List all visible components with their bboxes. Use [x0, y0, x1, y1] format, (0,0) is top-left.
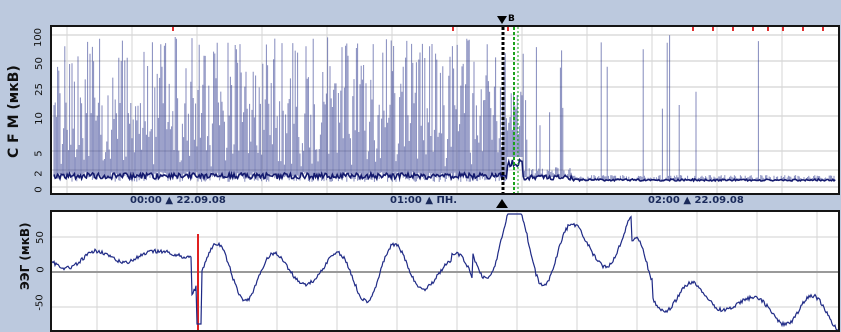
top-tick: 10 [33, 112, 45, 125]
cfm-trend-panel[interactable] [50, 25, 840, 195]
cfm-trace [53, 35, 836, 182]
top-tick: 5 [33, 150, 45, 157]
top-tick: 2 [33, 170, 45, 177]
cursor-position-icon[interactable] [496, 199, 508, 208]
eeg-trace [52, 213, 838, 330]
time-axis: 00:00 ▲ 22.09.08 01:00 ▲ ПН. 02:00 ▲ 22.… [50, 194, 840, 210]
top-tick: 0 [33, 186, 45, 193]
eeg-raw-panel[interactable] [50, 210, 840, 332]
eeg-raw-plot [52, 212, 838, 330]
bottom-tick: 0 [35, 266, 47, 273]
bottom-axis-label: ЭЭГ (мкВ) [18, 222, 32, 290]
time-label: 01:00 ▲ ПН. [390, 195, 458, 206]
time-label: 02:00 ▲ 22.09.08 [648, 195, 744, 206]
cfm-trend-plot [52, 27, 838, 193]
top-tick: 50 [33, 57, 45, 70]
time-label: 00:00 ▲ 22.09.08 [130, 195, 226, 206]
bottom-tick: -50 [34, 294, 46, 311]
top-tick: 100 [33, 27, 45, 48]
cursor-handle-icon[interactable] [497, 16, 507, 24]
cfm-baseline [53, 157, 836, 183]
bottom-tick: 50 [34, 231, 46, 244]
top-tick: 25 [33, 83, 45, 96]
cursor-label: B [508, 14, 515, 24]
top-axis-label: C F M (мкВ) [6, 65, 22, 158]
cfm-event-marks [172, 27, 824, 31]
